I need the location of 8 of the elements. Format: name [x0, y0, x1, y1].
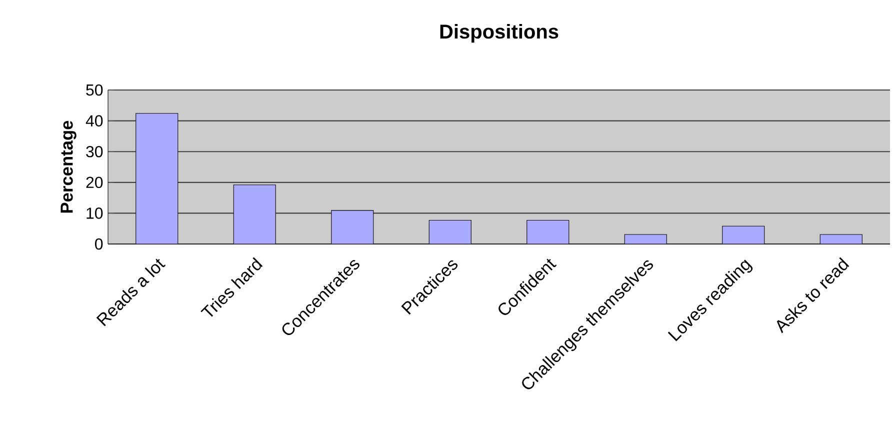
y-tick-label: 40 — [86, 115, 103, 126]
chart-title: Dispositions — [440, 24, 558, 43]
y-tick-label: 10 — [86, 208, 103, 219]
y-tick-label: 50 — [86, 84, 103, 96]
y-tick-label: 30 — [86, 146, 103, 158]
y-tick-label: 20 — [86, 176, 103, 188]
y-axis-title: Percentage — [60, 120, 76, 213]
y-tick-label: 0 — [95, 238, 103, 250]
